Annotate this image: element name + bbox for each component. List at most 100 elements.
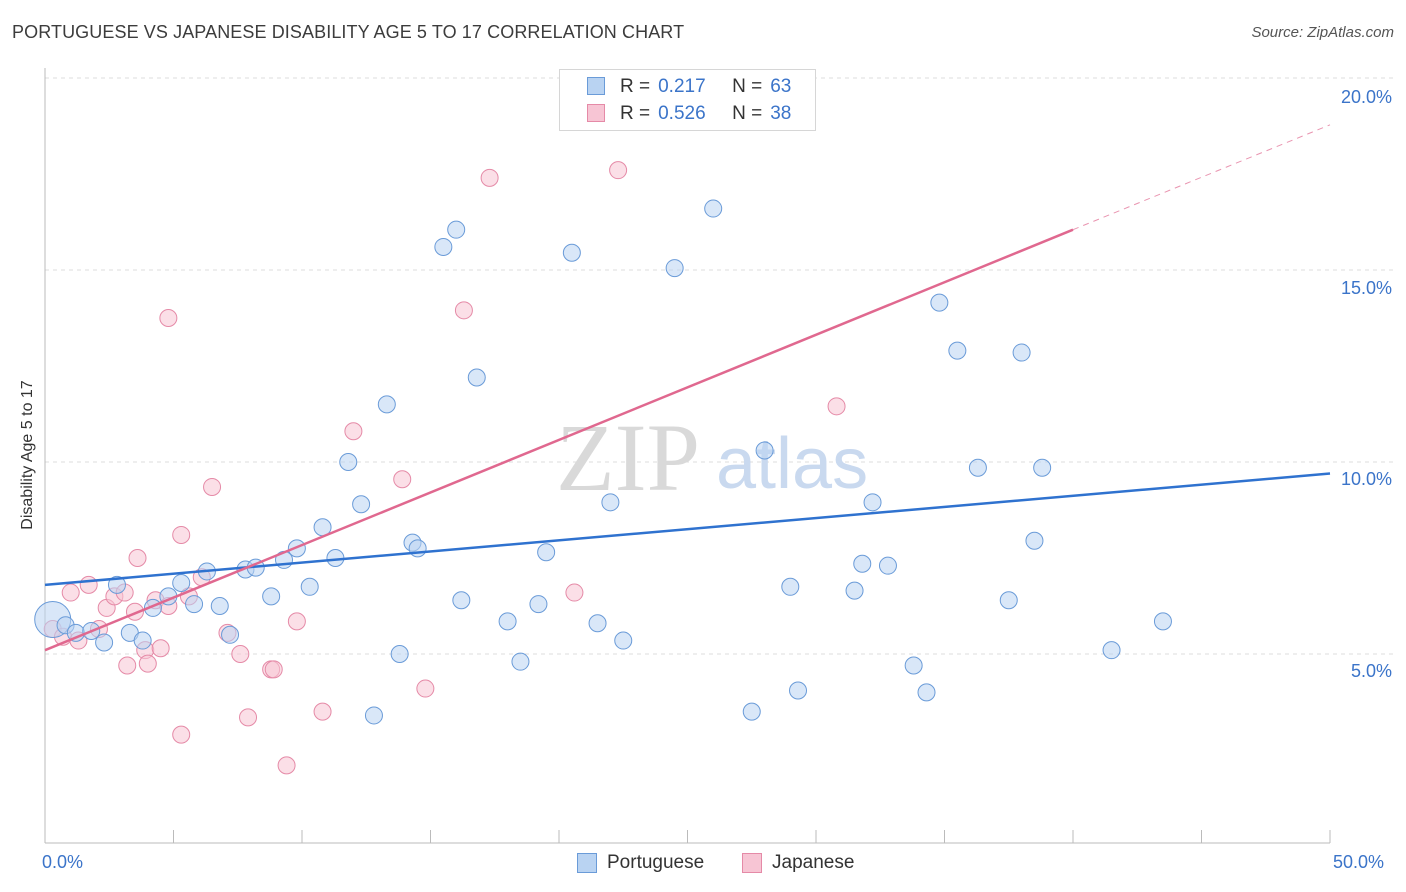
japanese-point [203, 477, 222, 496]
portuguese-point [917, 683, 936, 702]
portuguese-point [262, 587, 281, 606]
correlation-legend: R = 0.217 N = 63 R = 0.526 N = 38 [559, 69, 816, 131]
japanese-point [313, 702, 332, 721]
japanese-point [79, 575, 98, 594]
japanese-point [172, 725, 191, 744]
portuguese-point [863, 493, 882, 512]
japanese-point [454, 301, 473, 320]
portuguese-point [1102, 641, 1121, 660]
legend-row-portuguese: R = 0.217 N = 63 [587, 74, 792, 100]
japanese-point [827, 397, 846, 416]
portuguese-point [390, 645, 409, 663]
portuguese-points [34, 199, 1172, 725]
y-tick-label-15: 15.0% [1340, 278, 1392, 298]
japanese-point [609, 161, 628, 180]
legend-row-japanese: R = 0.526 N = 38 [587, 101, 792, 127]
portuguese-point [1153, 612, 1172, 631]
japanese-point [118, 656, 137, 675]
n-value: 38 [770, 103, 792, 124]
y-tick-label-10: 10.0% [1340, 469, 1392, 489]
japanese-point [344, 422, 363, 441]
portuguese-point [614, 631, 633, 650]
r-value: 0.217 [658, 76, 706, 97]
portuguese-point [665, 259, 684, 278]
axes [44, 68, 1331, 844]
portuguese-point [789, 681, 808, 700]
portuguese-swatch [587, 77, 605, 95]
portuguese-point [601, 493, 620, 512]
japanese-point [277, 756, 296, 775]
portuguese-point [210, 597, 229, 615]
legend-item-japanese[interactable]: Japanese [742, 852, 854, 874]
portuguese-point [968, 458, 987, 477]
japanese-point [231, 645, 250, 663]
japanese-swatch [587, 104, 605, 122]
portuguese-point [352, 495, 371, 514]
portuguese-point [1012, 343, 1031, 362]
watermark-atlas: atlas [716, 424, 868, 504]
portuguese-point [878, 556, 897, 575]
portuguese-point [300, 577, 319, 596]
n-label: N = [732, 103, 763, 124]
japanese-point [264, 660, 283, 679]
portuguese-swatch [577, 853, 597, 873]
source-credit: Source: ZipAtlas.com [1251, 24, 1394, 41]
watermark: ZIP atlas [556, 404, 868, 511]
portuguese-point [447, 220, 466, 239]
x-tick-label-max: 50.0% [1333, 852, 1385, 872]
legend-item-portuguese[interactable]: Portuguese [577, 852, 704, 874]
japanese-point [138, 654, 157, 673]
portuguese-point [529, 595, 548, 614]
r-value: 0.526 [658, 103, 706, 124]
portuguese-point [434, 237, 453, 256]
japanese-point [172, 525, 191, 544]
japanese-point [128, 549, 147, 567]
japanese-point [393, 470, 412, 489]
japanese-swatch [742, 853, 762, 873]
portuguese-point [498, 612, 517, 631]
portuguese-point [704, 199, 723, 218]
trend-lines [44, 124, 1331, 652]
portuguese-point [562, 243, 581, 262]
portuguese-point [107, 575, 126, 594]
portuguese-point [1025, 531, 1044, 550]
japanese-trend-extension [1072, 124, 1331, 231]
japanese-trend-line [44, 228, 1074, 652]
legend-label-portuguese: Portuguese [607, 852, 705, 873]
portuguese-point [185, 595, 204, 614]
portuguese-point [133, 631, 152, 650]
portuguese-point [948, 341, 967, 360]
portuguese-point [537, 543, 556, 562]
portuguese-point [781, 577, 800, 596]
japanese-point [239, 708, 258, 727]
portuguese-point [845, 581, 864, 600]
japanese-point [287, 612, 306, 631]
japanese-point [565, 583, 584, 602]
y-tick-label-20: 20.0% [1340, 87, 1392, 107]
n-value: 63 [770, 76, 792, 97]
portuguese-point [904, 656, 923, 675]
portuguese-point [1033, 458, 1052, 477]
portuguese-point [467, 368, 486, 387]
n-label: N = [732, 76, 763, 97]
legend-label-japanese: Japanese [772, 852, 855, 873]
portuguese-point [853, 554, 872, 573]
series-legend: Portuguese Japanese [0, 852, 1406, 878]
portuguese-point [930, 293, 949, 312]
portuguese-point [95, 633, 114, 652]
x-tick-label-min: 0.0% [42, 852, 84, 872]
portuguese-point [339, 453, 358, 471]
portuguese-point [511, 652, 530, 671]
portuguese-point [377, 395, 396, 414]
chart-title: PORTUGUESE VS JAPANESE DISABILITY AGE 5 … [12, 22, 685, 42]
japanese-point [61, 583, 80, 602]
portuguese-point [364, 706, 383, 725]
japanese-point [480, 168, 499, 187]
japanese-point [159, 309, 178, 327]
portuguese-point [221, 625, 240, 644]
portuguese-point [452, 591, 471, 610]
japanese-point [151, 639, 170, 658]
portuguese-point [755, 441, 774, 460]
portuguese-trend-line [44, 472, 1331, 587]
